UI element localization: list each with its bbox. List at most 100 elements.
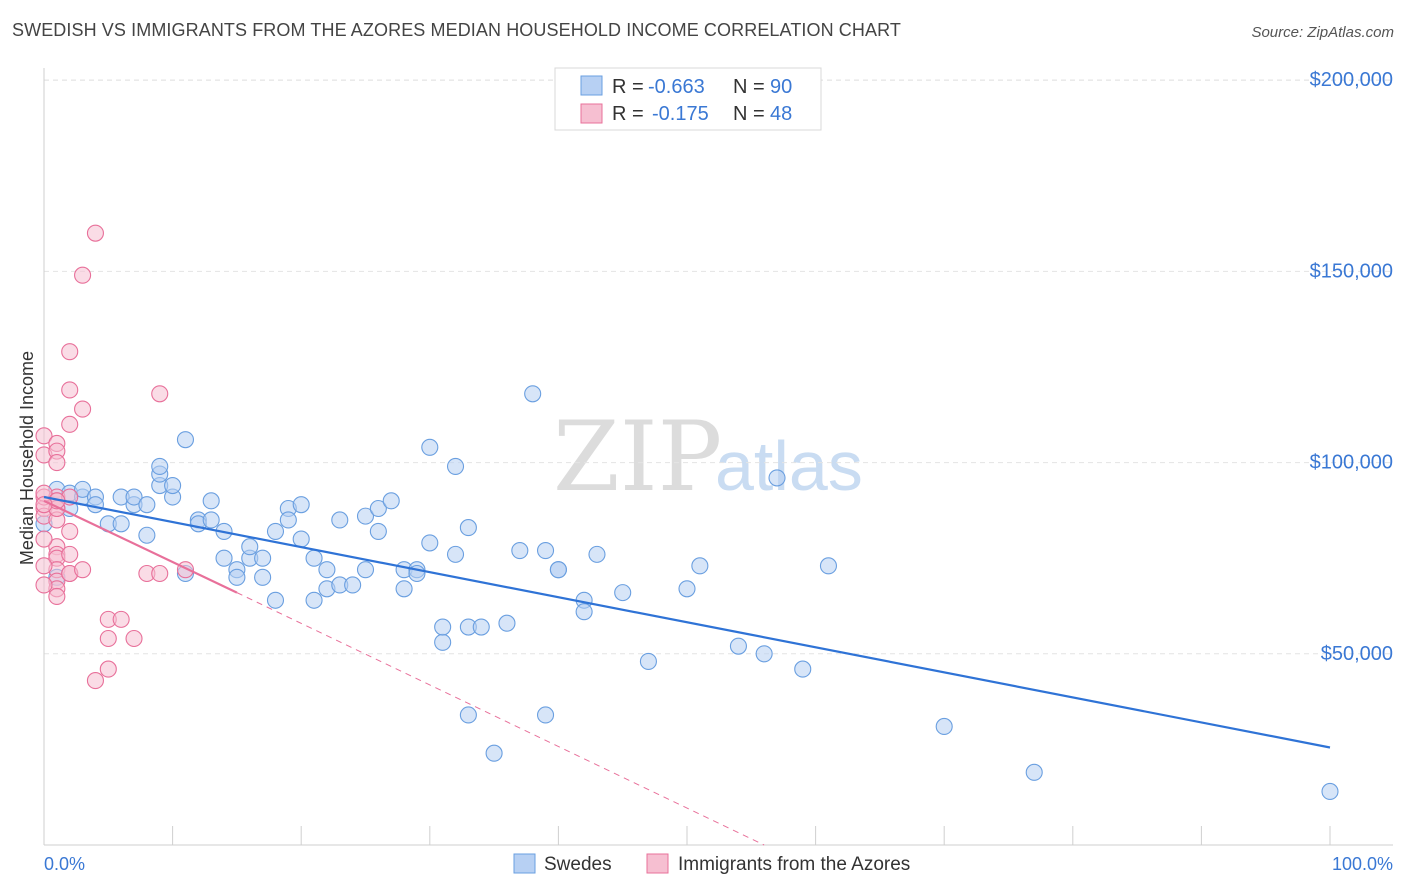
swedes-point-77 bbox=[639, 652, 657, 670]
gridlines bbox=[44, 79, 1393, 655]
stats-legend-swatch-pink bbox=[580, 103, 603, 124]
swedes-point-78 bbox=[678, 580, 696, 598]
x-tick-label-min: 0.0% bbox=[44, 854, 85, 874]
swedes-point-8 bbox=[112, 515, 130, 533]
swedes-point-49 bbox=[369, 522, 387, 540]
azores-point-43 bbox=[61, 545, 79, 563]
azores-point-15 bbox=[48, 587, 66, 605]
swedes-point-76 bbox=[614, 584, 632, 602]
stats-n-label-1: N = bbox=[733, 103, 765, 125]
swedes-point-68 bbox=[524, 385, 542, 403]
azores-trend-line bbox=[43, 499, 238, 594]
azores-point-3 bbox=[35, 427, 53, 445]
swedes-point-52 bbox=[395, 580, 413, 598]
y-tick-label-1: $100,000 bbox=[1310, 452, 1393, 474]
swedes-point-13 bbox=[138, 496, 156, 514]
swedes-point-60 bbox=[446, 545, 465, 563]
azores-point-26 bbox=[74, 400, 92, 418]
azores-point-34 bbox=[125, 629, 143, 648]
x-ticks bbox=[43, 826, 1331, 845]
swedes-point-55 bbox=[421, 534, 439, 552]
swedes-point-64 bbox=[472, 618, 490, 636]
swedes-point-24 bbox=[202, 492, 220, 510]
azores-point-25 bbox=[74, 266, 92, 284]
x-tick-label-max: 100.0% bbox=[1332, 854, 1393, 874]
legend-label-azores: Immigrants from the Azores bbox=[678, 854, 910, 875]
swedes-point-67 bbox=[511, 542, 529, 560]
azores-point-40 bbox=[35, 530, 53, 548]
stats-n-label-0: N = bbox=[733, 76, 765, 98]
swedes-point-31 bbox=[254, 549, 272, 567]
azores-point-22 bbox=[61, 343, 79, 361]
swedes-point-44 bbox=[331, 511, 349, 529]
azores-point-28 bbox=[86, 672, 104, 690]
trend-lines bbox=[43, 495, 1331, 846]
chart-title: SWEDISH VS IMMIGRANTS FROM THE AZORES ME… bbox=[12, 20, 901, 40]
azores-points bbox=[35, 224, 195, 690]
swedes-point-84 bbox=[819, 557, 838, 575]
azores-point-39 bbox=[35, 557, 53, 575]
swedes-point-32 bbox=[254, 568, 272, 586]
swedes-point-82 bbox=[768, 469, 786, 487]
swedes-point-47 bbox=[356, 561, 375, 579]
swedes-point-37 bbox=[292, 530, 310, 548]
swedes-point-42 bbox=[318, 561, 336, 579]
swedes-point-59 bbox=[446, 457, 465, 475]
swedes-point-16 bbox=[151, 457, 169, 475]
swedes-point-40 bbox=[305, 549, 323, 567]
legend-swatch-azores bbox=[646, 853, 669, 874]
azores-point-21 bbox=[61, 381, 79, 399]
swedes-point-74 bbox=[575, 603, 593, 621]
azores-point-31 bbox=[99, 629, 117, 648]
swedes-point-79 bbox=[691, 557, 709, 575]
swedes-point-63 bbox=[459, 706, 477, 724]
y-tick-label-3: $200,000 bbox=[1310, 69, 1393, 91]
swedes-point-34 bbox=[266, 591, 285, 609]
swedes-point-61 bbox=[459, 519, 477, 537]
azores-point-47 bbox=[35, 576, 53, 594]
swedes-point-85 bbox=[935, 717, 953, 736]
source-label: Source: ZipAtlas.com bbox=[1251, 24, 1394, 41]
watermark-zip: ZIP bbox=[553, 401, 722, 513]
y-tick-label-0: $50,000 bbox=[1321, 643, 1393, 665]
swedes-point-4 bbox=[74, 480, 92, 498]
azores-point-36 bbox=[151, 385, 169, 403]
stats-r-label-1: R = bbox=[612, 103, 644, 125]
swedes-point-72 bbox=[549, 561, 567, 579]
legend-swatch-swedes bbox=[513, 853, 536, 874]
swedes-point-38 bbox=[292, 496, 310, 514]
swedes-point-81 bbox=[755, 645, 773, 663]
swedes-point-33 bbox=[266, 522, 285, 540]
swedes-point-23 bbox=[202, 511, 220, 529]
swedes-point-50 bbox=[382, 492, 400, 510]
azores-point-30 bbox=[99, 660, 117, 678]
swedes-point-19 bbox=[176, 431, 195, 449]
legend-label-swedes: Swedes bbox=[544, 854, 612, 875]
stats-n-value-0: 90 bbox=[770, 76, 792, 98]
watermark-atlas: atlas bbox=[715, 427, 863, 505]
stats-r-value-1: -0.175 bbox=[652, 103, 709, 125]
azores-point-23 bbox=[61, 415, 79, 433]
swedes-point-30 bbox=[241, 538, 259, 556]
azores-point-29 bbox=[86, 224, 104, 242]
swedes-point-36 bbox=[279, 511, 297, 529]
swedes-point-57 bbox=[434, 633, 452, 651]
swedes-point-12 bbox=[138, 526, 156, 544]
y-axis-label: Median Household Income bbox=[17, 351, 37, 565]
swedes-point-80 bbox=[729, 637, 747, 655]
y-tick-labels: $50,000 $100,000 $150,000 $200,000 bbox=[1310, 69, 1393, 665]
swedes-point-18 bbox=[164, 476, 182, 495]
stats-legend-swatch-blue bbox=[580, 75, 603, 96]
swedes-point-66 bbox=[498, 614, 516, 632]
swedes-point-58 bbox=[434, 618, 452, 636]
azores-point-37 bbox=[151, 564, 169, 583]
stats-n-value-1: 48 bbox=[770, 103, 792, 125]
swedes-point-39 bbox=[305, 591, 323, 609]
swedes-trend-line bbox=[43, 495, 1331, 749]
swedes-point-70 bbox=[536, 542, 555, 560]
swedes-point-87 bbox=[1321, 782, 1339, 801]
stats-r-label-0: R = bbox=[612, 76, 644, 98]
swedes-point-86 bbox=[1025, 763, 1043, 781]
swedes-point-46 bbox=[356, 507, 375, 525]
